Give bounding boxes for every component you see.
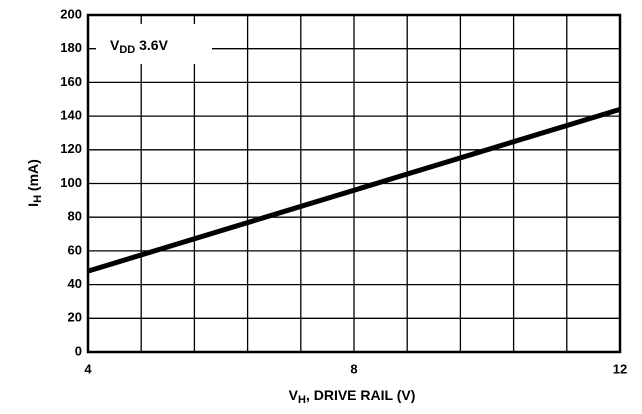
y-label-main: I bbox=[25, 203, 41, 207]
y-tick-label: 40 bbox=[68, 276, 82, 291]
x-label-sub: H bbox=[298, 394, 306, 406]
annotation-rest: 3.6V bbox=[135, 37, 168, 53]
y-tick-label: 140 bbox=[60, 108, 82, 123]
x-tick-label: 4 bbox=[84, 361, 92, 376]
annotation-sub: DD bbox=[119, 44, 135, 56]
x-label-rest: , DRIVE RAIL (V) bbox=[306, 387, 415, 403]
y-axis-label: IH (mA) bbox=[25, 159, 44, 207]
x-tick-label: 8 bbox=[350, 361, 357, 376]
y-label-rest: (mA) bbox=[25, 159, 41, 195]
y-tick-label: 0 bbox=[75, 343, 82, 358]
plot-frame bbox=[86, 13, 622, 354]
y-tick-label: 80 bbox=[68, 209, 82, 224]
y-tick-label: 60 bbox=[68, 242, 82, 257]
y-tick-label: 100 bbox=[60, 175, 82, 190]
annotation: VDD 3.6V bbox=[110, 37, 169, 56]
x-tick-label: 12 bbox=[613, 361, 627, 376]
annotation-box bbox=[96, 24, 212, 64]
x-axis-label: VH, DRIVE RAIL (V) bbox=[289, 387, 416, 406]
y-tick-label: 200 bbox=[60, 6, 82, 21]
y-tick-label: 160 bbox=[60, 74, 82, 89]
x-label-main: V bbox=[289, 387, 299, 403]
y-tick-label: 20 bbox=[68, 310, 82, 325]
data-line bbox=[87, 106, 621, 274]
annotation-main: V bbox=[110, 37, 120, 53]
y-label-sub: H bbox=[32, 195, 44, 203]
y-tick-label: 180 bbox=[60, 40, 82, 55]
y-tick-label: 120 bbox=[60, 141, 82, 156]
